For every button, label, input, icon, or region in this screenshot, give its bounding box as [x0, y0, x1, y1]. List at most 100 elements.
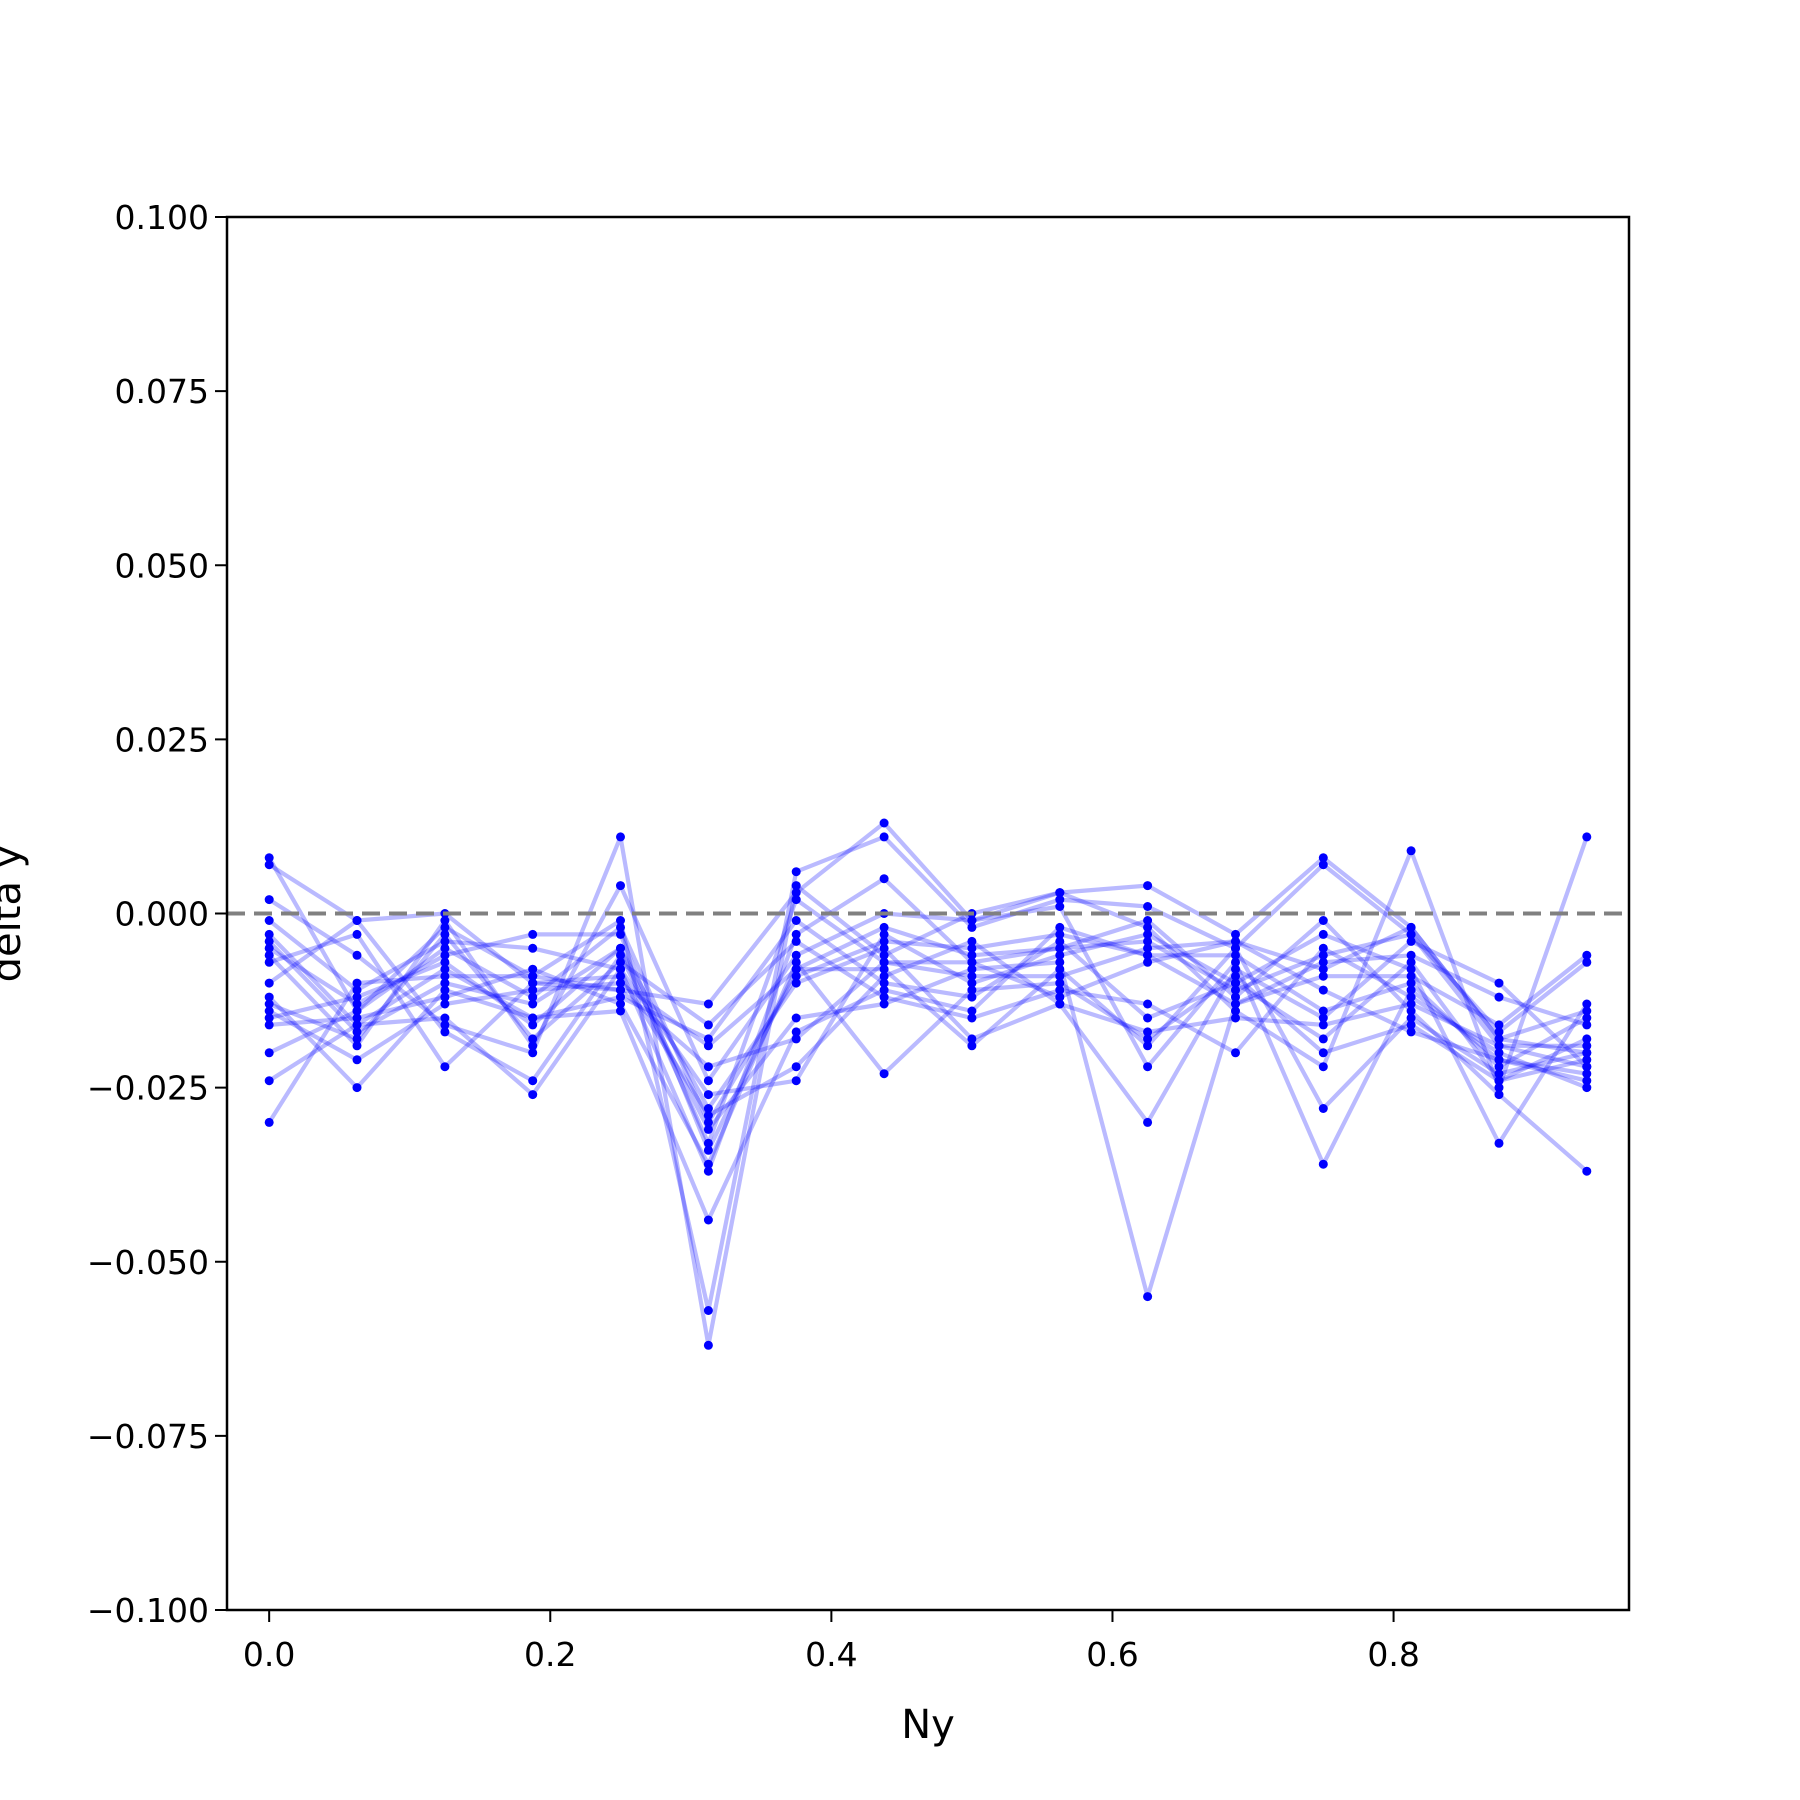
data-point [879, 978, 889, 988]
data-point [1582, 1034, 1592, 1044]
data-point [528, 929, 538, 939]
data-point [1406, 1013, 1416, 1023]
series-line-14 [268, 897, 1588, 1146]
data-point [440, 1020, 450, 1030]
data-point [703, 1306, 713, 1315]
data-point [703, 1076, 713, 1086]
data-point [703, 1145, 713, 1155]
data-point [967, 957, 977, 967]
data-point [264, 957, 274, 967]
data-point [1494, 1034, 1504, 1044]
data-point [1318, 1034, 1328, 1044]
data-point [879, 1069, 889, 1079]
data-point [352, 1083, 362, 1093]
data-point [440, 1013, 450, 1023]
data-point [703, 1020, 713, 1030]
data-point [1318, 964, 1328, 974]
data-point [528, 992, 538, 1002]
y-tick-label: −0.100 [87, 1591, 209, 1630]
data-point [703, 1124, 713, 1134]
data-point [1318, 1104, 1328, 1113]
data-point [879, 957, 889, 967]
data-point [264, 943, 274, 953]
data-point [1494, 978, 1504, 988]
data-point [440, 943, 450, 953]
data-point [1143, 1034, 1153, 1044]
data-point [1055, 922, 1065, 932]
data-point [1143, 929, 1153, 939]
data-point [440, 936, 450, 946]
series-line-7 [268, 932, 1588, 1153]
data-point [1582, 1013, 1592, 1023]
data-point [1143, 902, 1153, 911]
data-point [1318, 985, 1328, 995]
x-tick-label: 0.2 [524, 1635, 576, 1674]
data-point [1494, 992, 1504, 1002]
y-tick-label: 0.000 [115, 895, 209, 934]
y-tick-label: −0.025 [87, 1069, 209, 1108]
data-point [352, 1041, 362, 1051]
data-point [264, 992, 274, 1002]
data-point [703, 1034, 713, 1044]
data-point [1231, 978, 1240, 988]
series-line-15 [269, 960, 1588, 1167]
data-point [528, 971, 538, 981]
data-point [703, 1111, 713, 1120]
data-point [1494, 1027, 1504, 1037]
data-point [703, 1340, 713, 1350]
x-axis: 0.0 0.2 0.4 0.6 0.8 [243, 1610, 1420, 1674]
data-point [1055, 971, 1065, 981]
data-point [440, 916, 450, 925]
data-point [1406, 964, 1416, 974]
data-point [791, 950, 801, 960]
data-point [1231, 1048, 1240, 1058]
data-point [1143, 957, 1153, 967]
data-point [440, 999, 450, 1009]
data-point [791, 971, 801, 981]
data-point [264, 1006, 274, 1016]
data-point [879, 999, 889, 1009]
data-point [1143, 1117, 1153, 1127]
data-point [1055, 936, 1065, 946]
data-point [352, 985, 362, 995]
data-point [528, 1034, 538, 1044]
data-point [1318, 1006, 1328, 1016]
y-tick-label: 0.075 [115, 372, 209, 411]
data-point [1231, 1006, 1240, 1016]
data-point [1582, 1055, 1592, 1065]
data-point [879, 950, 889, 960]
data-point [1231, 964, 1240, 974]
data-point [352, 1013, 362, 1023]
series-line-2 [267, 834, 1588, 1313]
y-tick-label: 0.050 [115, 546, 209, 585]
data-point [1318, 860, 1328, 870]
data-point [791, 1076, 801, 1086]
data-point [528, 964, 538, 974]
data-point [1231, 957, 1240, 967]
data-point [264, 978, 274, 988]
data-point [440, 992, 450, 1002]
data-point [879, 832, 889, 842]
data-point [967, 964, 977, 974]
data-point [967, 922, 977, 932]
data-point [528, 1041, 538, 1051]
data-point [703, 1117, 713, 1127]
data-point [528, 943, 538, 953]
data-point [1406, 999, 1416, 1009]
data-point [1582, 1083, 1592, 1093]
data-point [1055, 902, 1065, 911]
x-axis-label: Ny [901, 1702, 955, 1748]
data-point [1143, 943, 1153, 953]
data-point [967, 950, 977, 960]
data-point [879, 992, 889, 1002]
series-line-16 [268, 925, 1588, 1125]
data-point [264, 950, 274, 960]
data-point [791, 1013, 801, 1023]
data-point [1406, 950, 1416, 960]
data-point [1143, 1292, 1153, 1302]
data-point [1494, 1062, 1504, 1072]
data-point [1055, 888, 1065, 898]
data-point [1582, 1062, 1592, 1072]
data-point [264, 853, 274, 863]
series-line-8 [267, 883, 1588, 1167]
